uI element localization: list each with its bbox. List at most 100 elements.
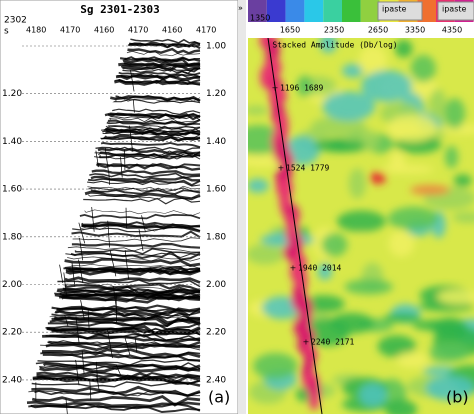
reflection: [56, 306, 201, 317]
reflection: [45, 333, 201, 342]
wiggle: [80, 300, 85, 320]
colorbar-cell: [248, 0, 267, 22]
reflection: [45, 342, 201, 352]
wiggle: [134, 338, 138, 353]
blob: [321, 233, 348, 257]
reflection: [122, 58, 201, 67]
reflection: [81, 223, 201, 233]
wiggle: [78, 222, 86, 244]
header-value: 2650: [368, 26, 388, 35]
reflection: [122, 66, 201, 73]
header-value: 4170: [60, 26, 80, 35]
blob: [387, 114, 438, 142]
reflection: [100, 136, 201, 142]
colorbar: 1350 ipaste ipaste: [248, 0, 474, 23]
blob: [358, 383, 387, 407]
colorbar-cell: [342, 0, 361, 22]
blob: [341, 63, 364, 78]
reflection: [97, 147, 201, 155]
header-value: 4180: [26, 26, 46, 35]
semblance-peak: [309, 391, 320, 410]
blob: [336, 210, 386, 233]
wiggle: [65, 397, 68, 414]
header-value: 4160: [94, 26, 114, 35]
blob: [428, 343, 470, 362]
y-tick-label: 1.20: [206, 89, 226, 99]
reflection: [105, 129, 201, 136]
reflection: [87, 180, 201, 187]
y-tick-label: 1.20: [2, 89, 22, 99]
blob: [389, 150, 406, 173]
y-tick-label: 1.40: [2, 137, 22, 147]
header-value: 4170: [128, 26, 148, 35]
wiggle: [64, 314, 69, 327]
reflection: [65, 267, 201, 273]
header-value: 1650: [280, 26, 300, 35]
panel-a-title: Sg 2301-2303: [80, 3, 159, 16]
colorbar-cell: [323, 0, 342, 22]
reflection: [61, 295, 201, 304]
reflection: [100, 142, 201, 149]
y-tick-label: 1.40: [206, 137, 226, 147]
blob: [327, 140, 366, 152]
header-strip: [248, 22, 474, 38]
blob: [410, 54, 436, 83]
y-tick-label: 2.20: [2, 328, 22, 338]
wiggle: [124, 250, 129, 280]
blob: [385, 399, 418, 414]
colorbar-cell: [285, 0, 305, 22]
reflection: [91, 169, 201, 177]
y-tick-label: 1.60: [206, 185, 226, 195]
reflection: [106, 119, 201, 126]
scrollbar: [238, 0, 246, 414]
reflection: [31, 385, 201, 398]
panel-label: (a): [208, 388, 230, 407]
wiggle: [104, 147, 109, 173]
y-tick-label: 1.60: [2, 185, 22, 195]
blob: [359, 45, 388, 76]
button-label: ipaste: [442, 5, 467, 14]
y-tick-label: 1.80: [206, 232, 226, 242]
reflection: [123, 61, 201, 68]
wiggle: [96, 375, 100, 393]
reflection: [102, 132, 201, 139]
reflection: [39, 365, 201, 374]
blob: [302, 295, 345, 313]
wiggle: [107, 220, 110, 248]
reflection: [37, 359, 201, 366]
wiggle: [78, 259, 84, 284]
reflection: [120, 73, 201, 79]
reflection: [71, 263, 201, 269]
button: [377, 1, 423, 21]
wiggle: [95, 150, 99, 168]
y-tick-label: 1.80: [2, 232, 22, 242]
colorbar-cell: [266, 0, 286, 22]
pick-label: 2240 2171: [311, 338, 355, 347]
reflection: [114, 97, 201, 102]
header-value: 4160: [162, 26, 182, 35]
reflection: [98, 153, 201, 160]
y-tick-label: 2.40: [206, 375, 226, 385]
reflection: [71, 242, 201, 249]
semblance-blobs: [248, 38, 474, 414]
blob: [317, 263, 333, 281]
reflection: [30, 402, 201, 412]
blob: [452, 211, 474, 224]
pick-marker: +: [303, 338, 310, 347]
wiggle: [132, 99, 135, 113]
reflection: [90, 175, 200, 183]
reflection: [126, 51, 201, 57]
blob: [383, 313, 422, 323]
pick-marker: +: [278, 164, 285, 173]
blob: [387, 206, 439, 231]
wiggle: [89, 381, 92, 401]
blob: [428, 88, 447, 121]
blob: [444, 145, 459, 169]
blob: [248, 105, 269, 116]
blob: [304, 318, 350, 347]
blob: [261, 296, 302, 320]
reflection: [90, 189, 201, 195]
reflection: [107, 125, 201, 133]
semblance: [248, 38, 474, 414]
